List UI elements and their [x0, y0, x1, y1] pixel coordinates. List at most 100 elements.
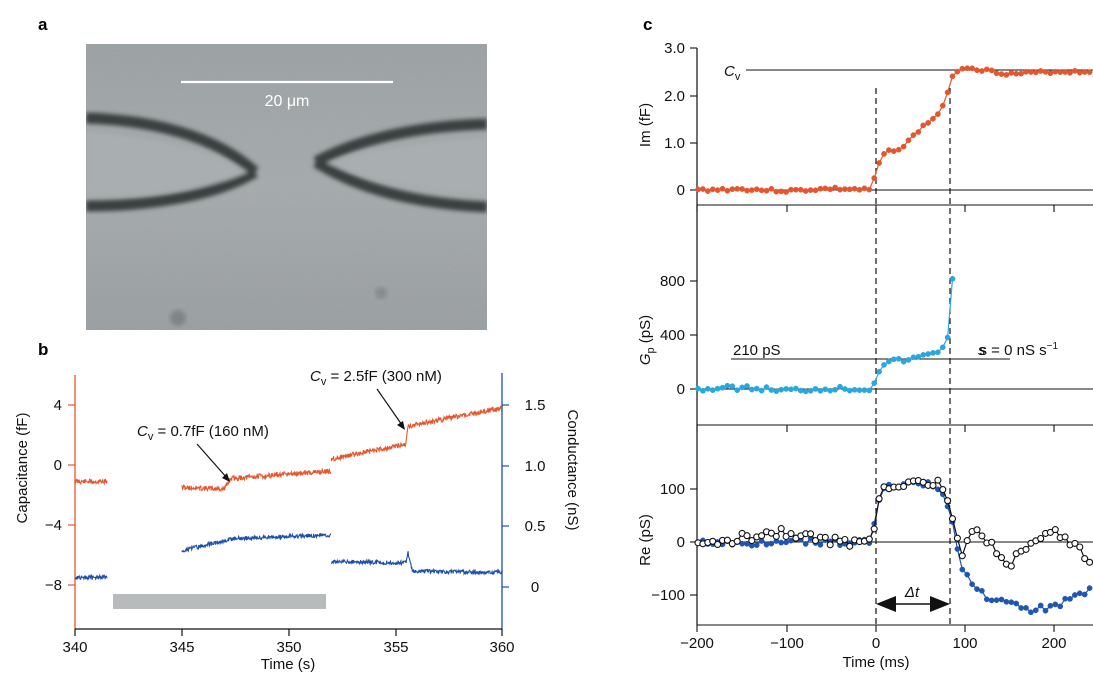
- re-series-open-point: [934, 476, 942, 484]
- im-series-point: [734, 185, 741, 192]
- annotation-cv-small: Cv = 0.7fF (160 nM): [137, 423, 269, 482]
- gp-series-point: [758, 387, 765, 394]
- im-series-point: [1023, 68, 1029, 75]
- im-series-point: [846, 186, 853, 193]
- re-series-blue-point: [998, 596, 1005, 603]
- re-series-open-point: [1086, 558, 1093, 566]
- im-series-point: [939, 102, 946, 109]
- debris-spot: [170, 310, 186, 326]
- gp-series-point: [846, 387, 853, 394]
- re-series-blue-point: [1086, 585, 1093, 591]
- x-tick-label: 340: [62, 639, 87, 656]
- im-series-point: [1042, 69, 1049, 75]
- im-series-point: [993, 70, 1000, 77]
- im-series-point: [935, 111, 941, 117]
- re-series-open-point: [807, 530, 815, 538]
- panel-c-chart: Cv 3.0 2.0 1.0 0 Im (fF) 210 pS ss = 0 n…: [637, 40, 1093, 671]
- re-series-open-point: [1037, 534, 1045, 543]
- right-tick-label: 0.5: [525, 518, 546, 535]
- mid-y-ticks: [690, 280, 697, 390]
- gp-series-point: [871, 380, 878, 386]
- annotation-cv-small-label: Cv = 0.7fF (160 nM): [137, 423, 269, 443]
- im-series-point: [822, 185, 829, 192]
- gp-series-point: [768, 387, 775, 393]
- gp-series-point: [930, 350, 936, 356]
- x-tick-label: 360: [489, 639, 514, 656]
- im-series-point: [1052, 68, 1059, 75]
- gp-series-line: [697, 278, 954, 393]
- gp-series-point: [797, 387, 804, 394]
- im-series-point: [1032, 69, 1039, 76]
- re-series-open-point: [723, 536, 731, 544]
- gp-series-point: [920, 352, 927, 358]
- re-series-open-point: [777, 525, 785, 533]
- mid-tick-label: 800: [660, 273, 685, 290]
- cv-reference-label: Cv: [724, 63, 741, 83]
- right-tick-label: 1.5: [525, 397, 546, 414]
- gp-series-point: [915, 353, 922, 360]
- re-series-blue-point: [959, 566, 966, 573]
- gp-series-point: [827, 387, 834, 394]
- im-series-point: [998, 71, 1005, 77]
- re-series-open-point: [875, 495, 883, 503]
- re-series-open-point: [1061, 533, 1069, 541]
- annotation-cv-large: Cv = 2.5fF (300 nM): [310, 368, 442, 430]
- im-series-point: [748, 187, 755, 193]
- panel-label-c: c: [643, 15, 652, 34]
- x-axis-title: Time (s): [261, 656, 315, 673]
- gp-series-point: [881, 362, 887, 368]
- left-y-ticks: [68, 404, 75, 586]
- re-series-blue-point: [1042, 607, 1049, 614]
- im-series-point: [714, 187, 721, 193]
- gp-series-point: [822, 386, 829, 393]
- im-series-point: [959, 65, 966, 72]
- re-series-open-point: [811, 537, 820, 545]
- re-series-open-point: [997, 554, 1006, 562]
- im-series-point: [1037, 68, 1044, 74]
- trace-group: [74, 405, 503, 581]
- right-tick-label: 1.0: [525, 458, 546, 475]
- left-tick-label: 4: [54, 397, 62, 414]
- re-series-blue-point: [1018, 605, 1024, 611]
- gp-series-point: [905, 357, 912, 363]
- left-pipette: [86, 112, 259, 212]
- conductance-trace: [330, 551, 503, 576]
- im-series-point: [861, 185, 868, 192]
- right-y-ticks: [502, 404, 509, 588]
- re-series-open-point: [948, 515, 957, 523]
- x-tick-label: 345: [169, 639, 194, 656]
- gp-series-point: [773, 388, 780, 394]
- gp-series-point: [807, 387, 814, 394]
- re-series-open-point: [846, 542, 854, 550]
- re-series-open-point: [865, 535, 873, 543]
- panel-label-b: b: [38, 340, 48, 359]
- re-series-blue-point: [988, 597, 995, 604]
- gp-series-point: [700, 387, 706, 394]
- left-tick-label: 0: [54, 457, 62, 474]
- re-series-open-point: [714, 540, 722, 549]
- im-series-point: [1067, 69, 1073, 76]
- im-series-point: [709, 186, 716, 193]
- im-series-point: [729, 186, 736, 192]
- re-series-open-point: [767, 529, 775, 537]
- mid-tick-label: 0: [677, 381, 685, 398]
- im-series-point: [856, 186, 863, 193]
- im-series-point: [753, 186, 760, 193]
- re-series-open-line: [697, 479, 1090, 567]
- re-series-open-point: [743, 532, 751, 540]
- gp-series-point: [793, 385, 799, 392]
- re-series-blue-point: [744, 540, 750, 547]
- gp-series-point: [944, 334, 951, 341]
- im-series-point: [1072, 68, 1078, 74]
- re-series-open-point: [944, 497, 952, 505]
- c-x-ticks: [696, 205, 1055, 632]
- re-series-blue-point: [1076, 590, 1083, 597]
- re-series-open-point: [963, 537, 971, 545]
- gp-series-point: [714, 385, 721, 392]
- gp-series-point: [861, 387, 868, 393]
- re-series-blue-point: [964, 571, 971, 578]
- im-series-point: [890, 148, 897, 154]
- left-axis-title: Capacitance (fF): [14, 413, 31, 524]
- re-series-blue-point: [753, 542, 760, 548]
- c-x-tick-label: −100: [770, 635, 804, 652]
